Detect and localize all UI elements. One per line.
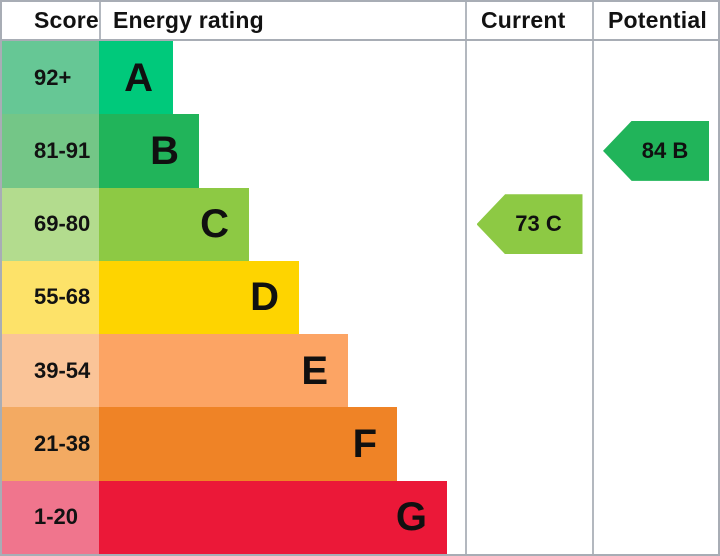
band-row-b: 81-91 B 84 B [2,114,718,188]
band-bar-f: F [99,407,397,481]
header-energy-rating-label: Energy rating [113,7,264,33]
current-column-cell-e [465,334,592,408]
header-score-label: Score [34,7,99,33]
potential-column-cell-a [592,41,718,115]
band-bar-area-f: F [99,407,465,481]
header-current: Current [465,2,592,39]
band-bar-g: G [99,480,447,554]
score-range-d: 55-68 [2,260,99,335]
header-score: Score [2,2,99,39]
band-bar-area-a: A [99,41,465,115]
band-bar-area-c: C [99,187,465,261]
band-bar-c: C [99,187,249,261]
band-row-d: 55-68 D [2,260,718,335]
current-column-cell-d [465,260,592,335]
header-potential-label: Potential [608,7,707,33]
band-bar-e: E [99,334,348,408]
band-letter-c: C [200,202,229,247]
current-column-cell-c: 73 C [465,187,592,261]
potential-rating-label: 84 B [641,137,689,163]
header-current-label: Current [481,7,566,33]
band-bar-a: A [99,41,173,115]
current-rating-arrow: 73 C [476,194,583,255]
current-column-cell-g [465,480,592,554]
potential-column-cell-c [592,187,718,261]
score-range-f: 21-38 [2,407,99,481]
header-potential: Potential [592,2,718,39]
band-bar-d: D [99,260,299,335]
band-bar-area-e: E [99,334,465,408]
band-row-c: 69-80 C 73 C [2,187,718,261]
potential-column-cell-b: 84 B [592,114,718,188]
potential-column-cell-f [592,407,718,481]
current-column-cell-b [465,114,592,188]
band-letter-g: G [395,495,427,540]
band-letter-f: F [352,422,377,467]
band-row-e: 39-54 E [2,334,718,408]
score-range-g: 1-20 [2,480,99,554]
band-row-a: 92+ A [2,41,718,115]
potential-column-cell-e [592,334,718,408]
current-column-cell-f [465,407,592,481]
header-energy-rating: Energy rating [99,2,465,39]
current-rating-label: 73 C [515,211,562,237]
band-row-f: 21-38 F [2,407,718,481]
band-letter-b: B [150,128,179,173]
potential-column-cell-g [592,480,718,554]
band-row-g: 1-20 G [2,480,718,554]
score-range-b: 81-91 [2,114,99,188]
table-header: Score Energy rating Current Potential [2,2,718,41]
current-column-cell-a [465,41,592,115]
potential-column-cell-d [592,260,718,335]
score-range-a: 92+ [2,41,99,115]
band-bar-area-g: G [99,480,465,554]
score-range-c: 69-80 [2,187,99,261]
band-bar-area-b: B [99,114,465,188]
potential-rating-arrow: 84 B [603,120,709,181]
band-rows: 92+ A 81-91 B 84 B 69-80 C 73 C 55-68 D 39-54 E 21-3… [2,41,718,554]
band-bar-area-d: D [99,260,465,335]
band-letter-e: E [301,348,328,393]
score-range-e: 39-54 [2,334,99,408]
band-bar-b: B [99,114,199,188]
band-letter-d: D [250,275,279,320]
band-letter-a: A [124,55,153,100]
